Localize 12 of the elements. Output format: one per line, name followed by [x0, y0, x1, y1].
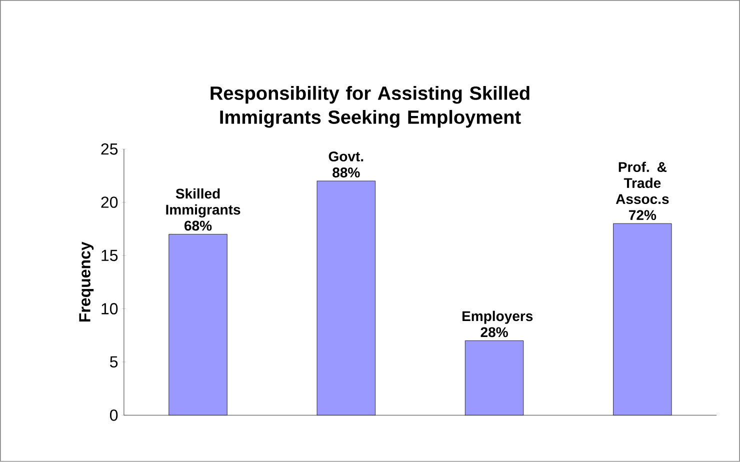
- annotation: Prof. & Trade Assoc.s 72%: [616, 162, 669, 220]
- annotation: Skilled Immigrants 68%: [166, 188, 240, 231]
- y-axis-title: Frequency: [79, 242, 94, 322]
- y-tick-label: 0: [110, 410, 118, 421]
- y-tick-label: 15: [102, 250, 118, 262]
- y-tick-label: 5: [110, 356, 118, 368]
- y-tick-label: 10: [102, 303, 118, 314]
- y-tick-label: 20: [101, 196, 118, 208]
- annotation: Employers 28%: [462, 310, 533, 338]
- annotation: Govt. 88%: [328, 152, 364, 178]
- chart-title: Responsibility for Assisting Skilled Immigrants Seeking Employment: [210, 86, 530, 128]
- y-tick-label: 25: [101, 143, 118, 155]
